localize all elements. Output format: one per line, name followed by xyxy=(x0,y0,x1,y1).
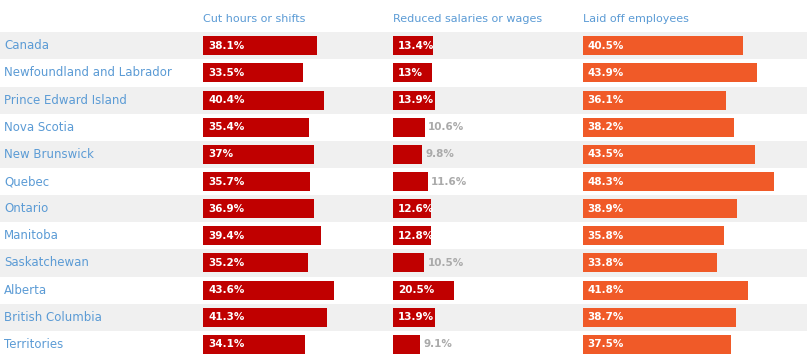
Text: 40.4%: 40.4% xyxy=(208,95,245,105)
Text: Prince Edward Island: Prince Edward Island xyxy=(4,93,127,107)
Text: 38.9%: 38.9% xyxy=(587,204,624,214)
Text: British Columbia: British Columbia xyxy=(4,311,102,324)
Text: Alberta: Alberta xyxy=(4,284,47,297)
Text: 10.5%: 10.5% xyxy=(428,258,464,268)
Text: 37.5%: 37.5% xyxy=(587,339,624,349)
Text: New Brunswick: New Brunswick xyxy=(4,148,94,161)
FancyBboxPatch shape xyxy=(393,91,434,110)
FancyBboxPatch shape xyxy=(0,141,807,168)
Text: Quebec: Quebec xyxy=(4,175,49,188)
FancyBboxPatch shape xyxy=(203,63,303,82)
Text: 43.9%: 43.9% xyxy=(587,68,624,78)
Text: 41.3%: 41.3% xyxy=(208,312,245,322)
FancyBboxPatch shape xyxy=(0,168,807,195)
FancyBboxPatch shape xyxy=(393,36,433,55)
Text: 35.2%: 35.2% xyxy=(208,258,245,268)
FancyBboxPatch shape xyxy=(0,59,807,87)
FancyBboxPatch shape xyxy=(0,87,807,114)
Text: 13%: 13% xyxy=(398,68,423,78)
Text: 13.9%: 13.9% xyxy=(398,312,434,322)
Text: 37%: 37% xyxy=(208,149,233,159)
Text: 35.4%: 35.4% xyxy=(208,122,245,132)
FancyBboxPatch shape xyxy=(583,172,774,191)
FancyBboxPatch shape xyxy=(203,118,309,137)
FancyBboxPatch shape xyxy=(583,145,755,164)
Text: Canada: Canada xyxy=(4,39,49,52)
FancyBboxPatch shape xyxy=(203,145,314,164)
Text: 36.1%: 36.1% xyxy=(587,95,624,105)
FancyBboxPatch shape xyxy=(203,281,333,300)
Text: 41.8%: 41.8% xyxy=(587,285,624,295)
FancyBboxPatch shape xyxy=(203,172,310,191)
Text: 10.6%: 10.6% xyxy=(428,122,464,132)
Text: 9.8%: 9.8% xyxy=(425,149,454,159)
FancyBboxPatch shape xyxy=(203,199,314,218)
Text: 34.1%: 34.1% xyxy=(208,339,245,349)
FancyBboxPatch shape xyxy=(583,63,757,82)
FancyBboxPatch shape xyxy=(0,331,807,358)
Text: Laid off employees: Laid off employees xyxy=(583,14,688,24)
Text: Manitoba: Manitoba xyxy=(4,229,59,242)
FancyBboxPatch shape xyxy=(203,308,327,327)
Text: 9.1%: 9.1% xyxy=(424,339,452,349)
FancyBboxPatch shape xyxy=(583,36,743,55)
FancyBboxPatch shape xyxy=(393,308,434,327)
FancyBboxPatch shape xyxy=(203,91,324,110)
FancyBboxPatch shape xyxy=(203,253,308,272)
FancyBboxPatch shape xyxy=(0,304,807,331)
FancyBboxPatch shape xyxy=(583,281,748,300)
Text: 12.8%: 12.8% xyxy=(398,231,434,241)
FancyBboxPatch shape xyxy=(393,199,431,218)
Text: 13.4%: 13.4% xyxy=(398,41,434,51)
FancyBboxPatch shape xyxy=(393,172,428,191)
FancyBboxPatch shape xyxy=(393,145,422,164)
FancyBboxPatch shape xyxy=(393,118,424,137)
Text: 36.9%: 36.9% xyxy=(208,204,245,214)
Text: 12.6%: 12.6% xyxy=(398,204,434,214)
Text: 38.1%: 38.1% xyxy=(208,41,245,51)
Text: Territories: Territories xyxy=(4,338,63,351)
Text: 48.3%: 48.3% xyxy=(587,176,624,187)
Text: Nova Scotia: Nova Scotia xyxy=(4,121,74,134)
FancyBboxPatch shape xyxy=(393,226,431,245)
FancyBboxPatch shape xyxy=(0,114,807,141)
FancyBboxPatch shape xyxy=(203,36,317,55)
FancyBboxPatch shape xyxy=(203,335,305,354)
FancyBboxPatch shape xyxy=(0,250,807,276)
Text: 35.7%: 35.7% xyxy=(208,176,245,187)
Text: 33.8%: 33.8% xyxy=(587,258,624,268)
Text: Ontario: Ontario xyxy=(4,202,48,215)
FancyBboxPatch shape xyxy=(393,335,420,354)
Text: Saskatchewan: Saskatchewan xyxy=(4,256,89,270)
FancyBboxPatch shape xyxy=(0,276,807,304)
FancyBboxPatch shape xyxy=(583,91,725,110)
FancyBboxPatch shape xyxy=(0,222,807,250)
Text: 43.5%: 43.5% xyxy=(587,149,624,159)
Text: 39.4%: 39.4% xyxy=(208,231,245,241)
FancyBboxPatch shape xyxy=(583,226,725,245)
Text: Newfoundland and Labrador: Newfoundland and Labrador xyxy=(4,67,172,79)
Text: 33.5%: 33.5% xyxy=(208,68,245,78)
FancyBboxPatch shape xyxy=(0,195,807,222)
FancyBboxPatch shape xyxy=(583,253,717,272)
FancyBboxPatch shape xyxy=(583,335,731,354)
FancyBboxPatch shape xyxy=(393,63,432,82)
FancyBboxPatch shape xyxy=(203,226,321,245)
Text: 38.7%: 38.7% xyxy=(587,312,624,322)
Text: 43.6%: 43.6% xyxy=(208,285,245,295)
FancyBboxPatch shape xyxy=(583,199,737,218)
Text: 13.9%: 13.9% xyxy=(398,95,434,105)
Text: Cut hours or shifts: Cut hours or shifts xyxy=(203,14,306,24)
FancyBboxPatch shape xyxy=(393,253,424,272)
Text: 38.2%: 38.2% xyxy=(587,122,624,132)
FancyBboxPatch shape xyxy=(0,32,807,59)
Text: 35.8%: 35.8% xyxy=(587,231,624,241)
Text: 11.6%: 11.6% xyxy=(431,176,467,187)
FancyBboxPatch shape xyxy=(583,118,734,137)
FancyBboxPatch shape xyxy=(393,281,454,300)
Text: Reduced salaries or wages: Reduced salaries or wages xyxy=(393,14,542,24)
Text: 40.5%: 40.5% xyxy=(587,41,624,51)
Text: 20.5%: 20.5% xyxy=(398,285,434,295)
FancyBboxPatch shape xyxy=(583,308,736,327)
